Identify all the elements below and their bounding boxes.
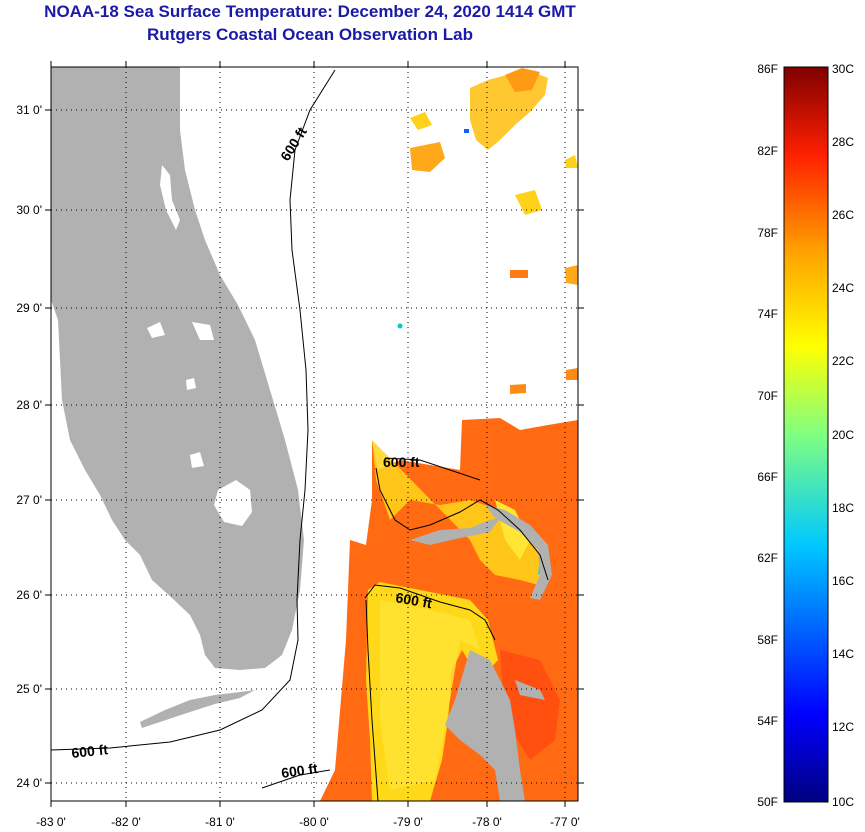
contour-label: 600 ft <box>394 589 433 611</box>
colorbar-c-label: 26C <box>832 208 854 222</box>
colorbar-f-label: 62F <box>757 551 778 565</box>
map-subtitle: Rutgers Coastal Ocean Observation Lab <box>147 25 473 44</box>
lat-tick-label: 31 0' <box>16 103 42 117</box>
colorbar-c-label: 12C <box>832 720 854 734</box>
temperature-colorbar <box>783 66 829 803</box>
colorbar-f-label: 58F <box>757 633 778 647</box>
lon-tick-label: -83 0' <box>36 815 66 829</box>
map-title: NOAA-18 Sea Surface Temperature: Decembe… <box>44 2 576 21</box>
map-panel <box>51 67 578 801</box>
contour-label: 600 ft <box>280 760 319 781</box>
colorbar-f-label: 50F <box>757 795 778 809</box>
colorbar-f-label: 70F <box>757 389 778 403</box>
depth-contours <box>51 69 549 801</box>
florida-keys <box>140 690 255 728</box>
lon-tick-label: -78 0' <box>472 815 502 829</box>
colorbar-c-label: 24C <box>832 281 854 295</box>
andros-island <box>445 650 525 801</box>
colorbar-c-label: 10C <box>832 795 854 809</box>
colorbar-c-label: 30C <box>832 62 854 76</box>
colorbar-c-label: 20C <box>832 428 854 442</box>
map-ticks <box>45 61 584 807</box>
lat-tick-label: 28 0' <box>16 398 42 412</box>
colorbar-f-label: 86F <box>757 62 778 76</box>
colorbar-f-label: 74F <box>757 307 778 321</box>
colorbar-f-label: 54F <box>757 714 778 728</box>
grand-bahama <box>410 518 500 545</box>
colorbar-c-label: 14C <box>832 647 854 661</box>
sst-data-layer <box>320 68 578 801</box>
lat-tick-label: 26 0' <box>16 588 42 602</box>
lat-tick-label: 24 0' <box>16 776 42 790</box>
colorbar-f-label: 66F <box>757 470 778 484</box>
colorbar-c-label: 18C <box>832 501 854 515</box>
lon-tick-label: -79 0' <box>393 815 423 829</box>
contour-label: 600 ft <box>71 741 109 761</box>
lat-tick-label: 25 0' <box>16 682 42 696</box>
lon-tick-label: -77 0' <box>550 815 580 829</box>
lon-tick-label: -81 0' <box>205 815 235 829</box>
lon-tick-label: -82 0' <box>111 815 141 829</box>
lat-tick-label: 30 0' <box>16 203 42 217</box>
lon-tick-label: -80 0' <box>299 815 329 829</box>
colorbar-c-label: 22C <box>832 354 854 368</box>
colorbar-f-label: 82F <box>757 144 778 158</box>
colorbar-c-label: 28C <box>832 135 854 149</box>
colorbar-f-label: 78F <box>757 226 778 240</box>
colorbar-c-label: 16C <box>832 574 854 588</box>
lat-tick-label: 27 0' <box>16 493 42 507</box>
contour-label: 600 ft <box>383 454 420 470</box>
lake-okeechobee <box>214 480 252 526</box>
lat-tick-label: 29 0' <box>16 301 42 315</box>
